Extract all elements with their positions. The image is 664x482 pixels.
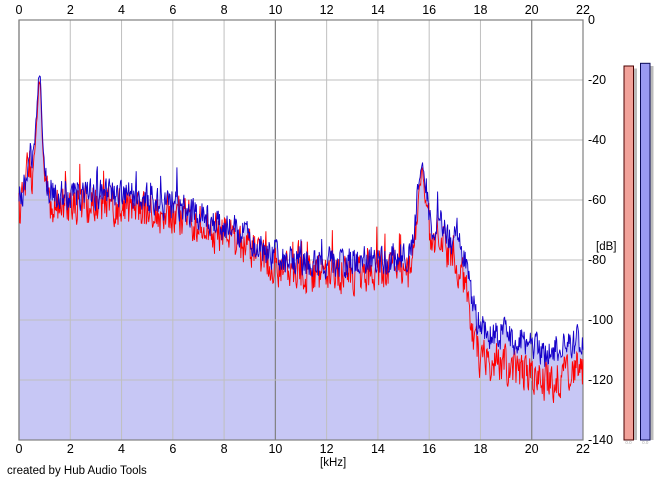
svg-text:18: 18 — [474, 442, 488, 456]
svg-text:0: 0 — [588, 13, 595, 27]
svg-text:4: 4 — [118, 3, 125, 17]
svg-text:0: 0 — [16, 442, 23, 456]
svg-text:14: 14 — [371, 3, 385, 17]
svg-text:8: 8 — [221, 442, 228, 456]
svg-text:20: 20 — [525, 3, 539, 17]
svg-text:6: 6 — [169, 442, 176, 456]
svg-text:0: 0 — [16, 3, 23, 17]
svg-text:0.0: 0.0 — [625, 440, 632, 445]
svg-text:-60: -60 — [588, 193, 606, 207]
svg-text:20: 20 — [525, 442, 539, 456]
svg-text:16: 16 — [422, 3, 436, 17]
svg-text:-80: -80 — [588, 253, 606, 267]
svg-text:4: 4 — [118, 442, 125, 456]
svg-text:14: 14 — [371, 442, 385, 456]
svg-text:-120: -120 — [588, 373, 613, 387]
svg-text:-20: -20 — [588, 73, 606, 87]
svg-text:10: 10 — [268, 3, 282, 17]
svg-text:2: 2 — [67, 442, 74, 456]
svg-text:12: 12 — [320, 3, 334, 17]
svg-text:10: 10 — [268, 442, 282, 456]
svg-text:8: 8 — [221, 3, 228, 17]
svg-text:6: 6 — [169, 3, 176, 17]
svg-text:0.0: 0.0 — [642, 440, 649, 445]
svg-text:18: 18 — [474, 3, 488, 17]
svg-text:12: 12 — [320, 442, 334, 456]
svg-text:16: 16 — [422, 442, 436, 456]
svg-text:-140: -140 — [588, 433, 613, 447]
svg-text:-100: -100 — [588, 313, 613, 327]
svg-text:2: 2 — [67, 3, 74, 17]
svg-text:-40: -40 — [588, 133, 606, 147]
